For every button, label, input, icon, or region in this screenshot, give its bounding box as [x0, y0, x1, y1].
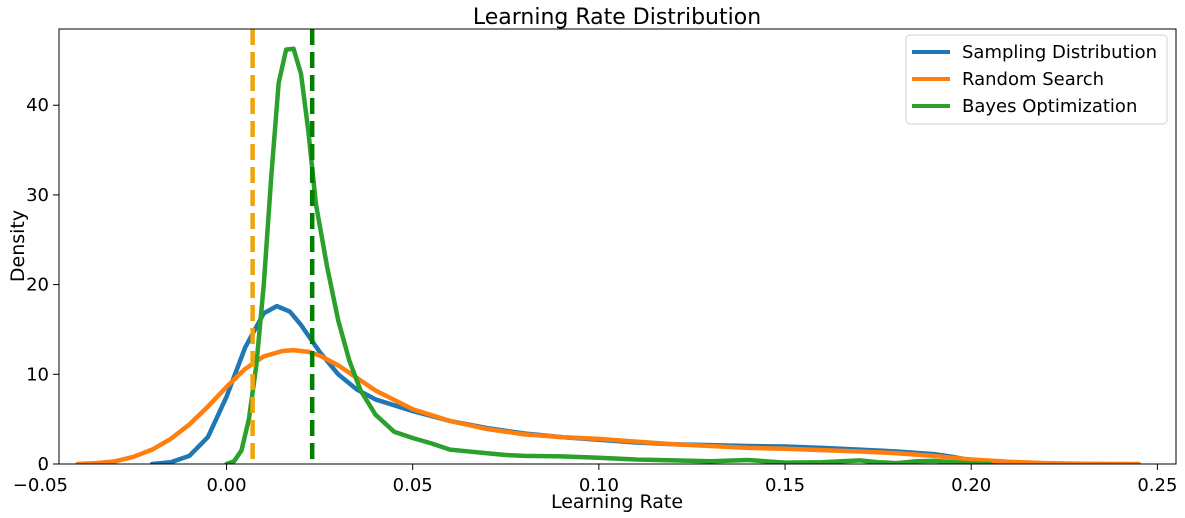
series-line-sampling-distribution [149, 303, 1011, 464]
series-line-bayes-optimization [224, 46, 993, 464]
x-tick-label: −0.05 [13, 475, 68, 496]
y-axis-label: Density [7, 210, 29, 282]
y-tick-label: 0 [38, 454, 49, 475]
x-tick-label: 0.20 [951, 475, 991, 496]
legend-label-random-search: Random Search [962, 69, 1104, 90]
x-tick-label: 0.10 [579, 475, 619, 496]
legend-label-bayes-optimization: Bayes Optimization [962, 96, 1137, 117]
chart-title: Learning Rate Distribution [473, 5, 761, 30]
series-line-random-search [75, 347, 1142, 464]
legend-box [905, 34, 1168, 125]
x-axis-label: Learning Rate [551, 491, 683, 513]
x-tick-label: 0.15 [765, 475, 805, 496]
y-tick-label: 20 [26, 275, 49, 296]
plot-frame [58, 28, 1177, 465]
x-tick-label: 0.00 [207, 475, 247, 496]
y-tick-label: 30 [26, 185, 49, 206]
y-tick-label: 10 [26, 364, 49, 385]
x-tick-label: 0.05 [393, 475, 433, 496]
y-axis: 0 10 20 30 40 [26, 95, 59, 475]
legend-label-sampling-distribution: Sampling Distribution [962, 42, 1157, 63]
x-axis: −0.05 0.00 0.05 0.10 0.15 0.20 0.25 [13, 464, 1177, 496]
y-tick-label: 40 [26, 95, 49, 116]
legend: Sampling Distribution Random Search Baye… [905, 34, 1168, 125]
x-tick-label: 0.25 [1137, 475, 1177, 496]
